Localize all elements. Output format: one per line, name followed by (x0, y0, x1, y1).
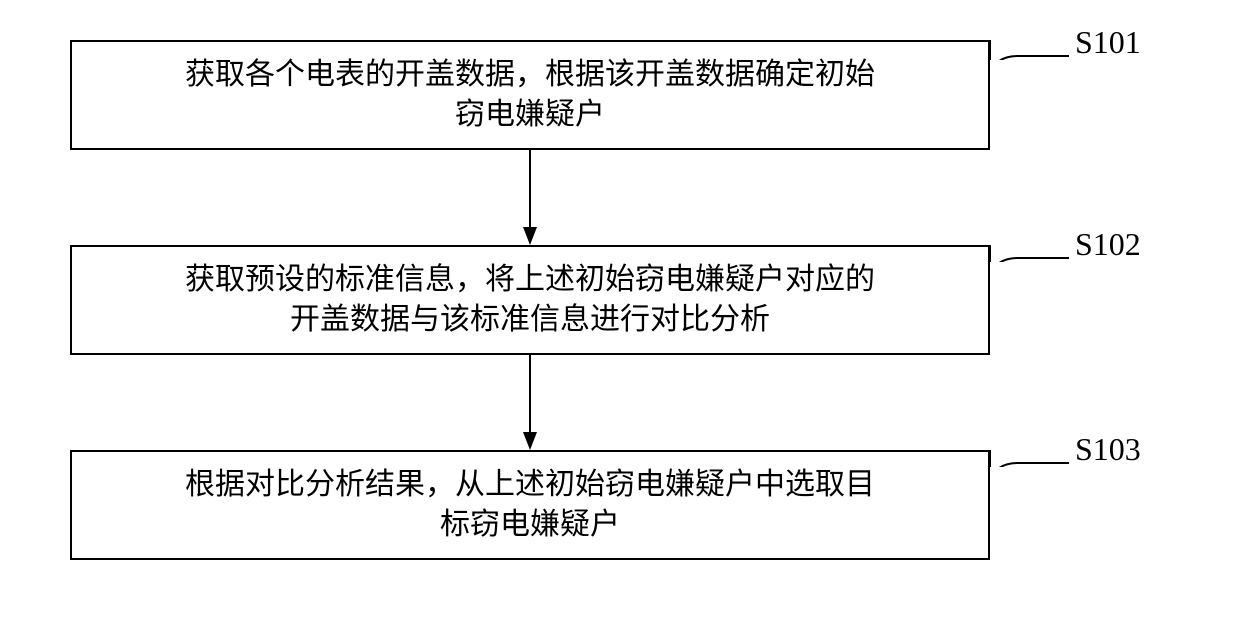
step-s101-label: S101 (1075, 24, 1141, 61)
step-s102-text: 获取预设的标准信息，将上述初始窃电嫌疑户对应的 开盖数据与该标准信息进行对比分析 (185, 260, 875, 341)
arrow-s102-s103 (519, 355, 541, 450)
step-s102: 获取预设的标准信息，将上述初始窃电嫌疑户对应的 开盖数据与该标准信息进行对比分析 (70, 245, 990, 355)
leader-s103 (986, 446, 1073, 467)
leader-s102 (986, 241, 1073, 262)
step-s103-label: S103 (1075, 431, 1141, 468)
arrow-s101-s102 (519, 150, 541, 245)
leader-s101 (986, 36, 1073, 60)
step-s103-text: 根据对比分析结果，从上述初始窃电嫌疑户中选取目 标窃电嫌疑户 (185, 465, 875, 546)
step-s101-text: 获取各个电表的开盖数据，根据该开盖数据确定初始 窃电嫌疑户 (185, 55, 875, 136)
step-s103: 根据对比分析结果，从上述初始窃电嫌疑户中选取目 标窃电嫌疑户 (70, 450, 990, 560)
step-s101: 获取各个电表的开盖数据，根据该开盖数据确定初始 窃电嫌疑户 (70, 40, 990, 150)
flowchart-canvas: 获取各个电表的开盖数据，根据该开盖数据确定初始 窃电嫌疑户 S101 获取预设的标准… (0, 0, 1240, 620)
step-s102-label: S102 (1075, 226, 1141, 263)
